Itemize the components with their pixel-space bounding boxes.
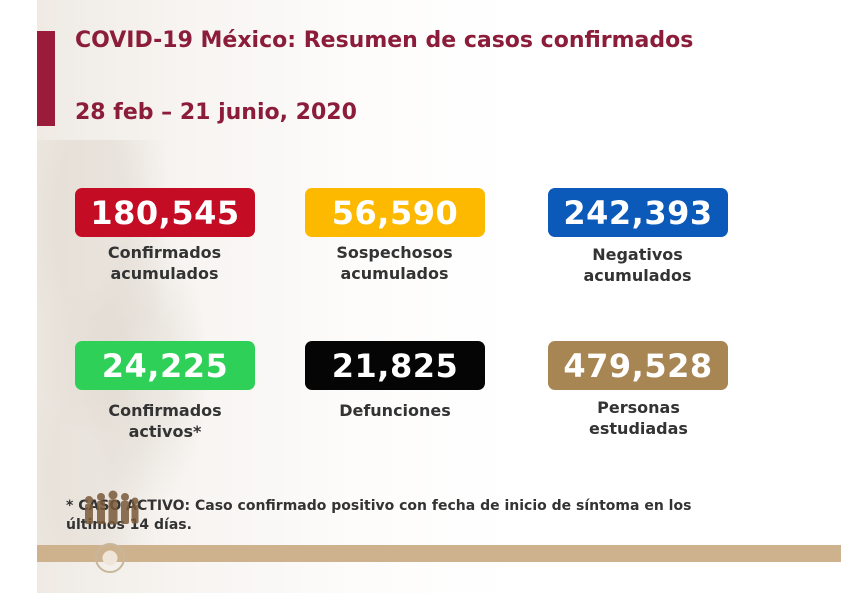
- footnote: * CASO ACTIVO: Caso confirmado positivo …: [66, 498, 692, 533]
- stat-value-box: 479,528: [548, 341, 728, 390]
- stat-negativos-acumulados: 242,393 Negativos acumulados: [548, 188, 728, 286]
- date-range: 28 feb – 21 junio, 2020: [75, 100, 357, 125]
- stat-personas-estudiadas: 479,528 Personas estudiadas: [548, 341, 728, 439]
- stat-label: Defunciones: [339, 401, 451, 420]
- stat-value-box: 21,825: [305, 341, 485, 390]
- stat-value-box: 56,590: [305, 188, 485, 237]
- stat-label: Negativos acumulados: [583, 245, 692, 285]
- stat-defunciones: 21,825 Defunciones: [305, 341, 485, 421]
- stat-sospechosos-acumulados: 56,590 Sospechosos acumulados: [305, 188, 485, 284]
- stat-value-box: 242,393: [548, 188, 728, 237]
- seal-icon: [95, 543, 125, 573]
- stat-value-box: 180,545: [75, 188, 255, 237]
- stat-confirmados-activos: 24,225 Confirmados activos*: [75, 341, 255, 442]
- stat-value-box: 24,225: [75, 341, 255, 390]
- stat-label: Confirmados activos*: [108, 401, 222, 441]
- stat-label: Sospechosos acumulados: [336, 243, 453, 283]
- stat-confirmados-acumulados: 180,545 Confirmados acumulados: [75, 188, 255, 284]
- title-accent-bar: [37, 31, 55, 126]
- page-title: COVID-19 México: Resumen de casos confir…: [75, 28, 694, 53]
- stat-label: Confirmados acumulados: [107, 243, 222, 283]
- stat-label: Personas estudiadas: [589, 398, 688, 438]
- heroes-logo-icon: [85, 490, 139, 525]
- footer-bar: [37, 545, 841, 562]
